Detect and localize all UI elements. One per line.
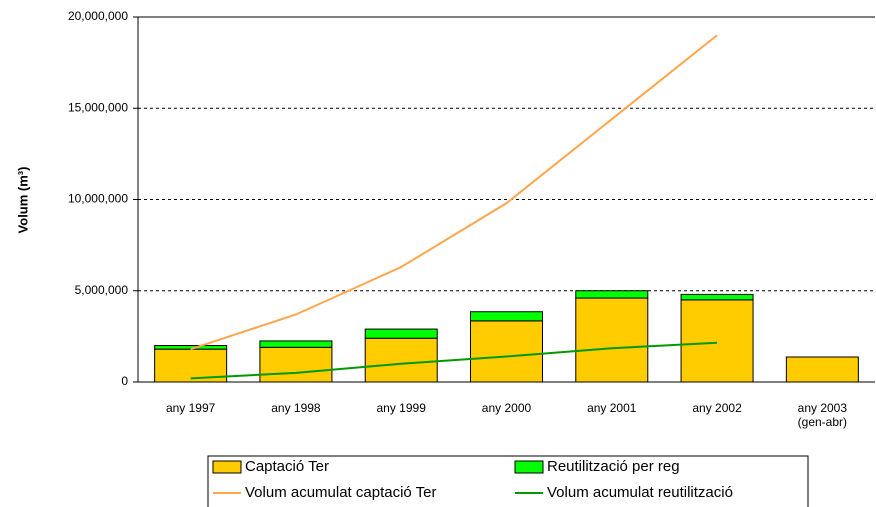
bar [470, 320, 543, 383]
x-tick-label: any 2003 (gen-abr) [797, 401, 848, 429]
x-tick-label: any 2002 [692, 401, 742, 415]
bar [470, 311, 543, 322]
bar [364, 328, 438, 339]
legend-swatch [212, 460, 242, 474]
legend-box [207, 455, 809, 507]
x-tick-label: any 1999 [376, 401, 426, 415]
legend-label: Reutilització per reg [547, 458, 680, 475]
y-tick-label: 5,000,000 [75, 283, 129, 297]
bar [259, 346, 333, 383]
legend-label: Captació Ter [245, 458, 329, 475]
bar [680, 293, 754, 301]
line [190, 34, 718, 351]
legend-label: Volum acumulat reutilització [547, 484, 733, 501]
legend-swatch [514, 460, 544, 474]
bar [259, 340, 333, 348]
bar [364, 337, 438, 383]
x-tick-label: any 1997 [165, 401, 216, 415]
y-axis-label: Volum (m³) [15, 167, 30, 234]
x-tick-label: any 2001 [587, 401, 637, 415]
bar [785, 356, 859, 383]
bar [575, 297, 649, 383]
x-tick-label: any 2000 [481, 401, 532, 415]
x-tick-label: any 1998 [271, 401, 321, 415]
y-tick-label: 0 [121, 374, 128, 388]
bar [575, 290, 649, 299]
y-tick-label: 15,000,000 [68, 100, 128, 114]
bar [680, 299, 754, 383]
y-tick-label: 10,000,000 [68, 192, 128, 206]
legend-label: Volum acumulat captació Ter [245, 484, 437, 501]
y-tick-label: 20,000,000 [68, 9, 128, 23]
line [190, 341, 718, 380]
